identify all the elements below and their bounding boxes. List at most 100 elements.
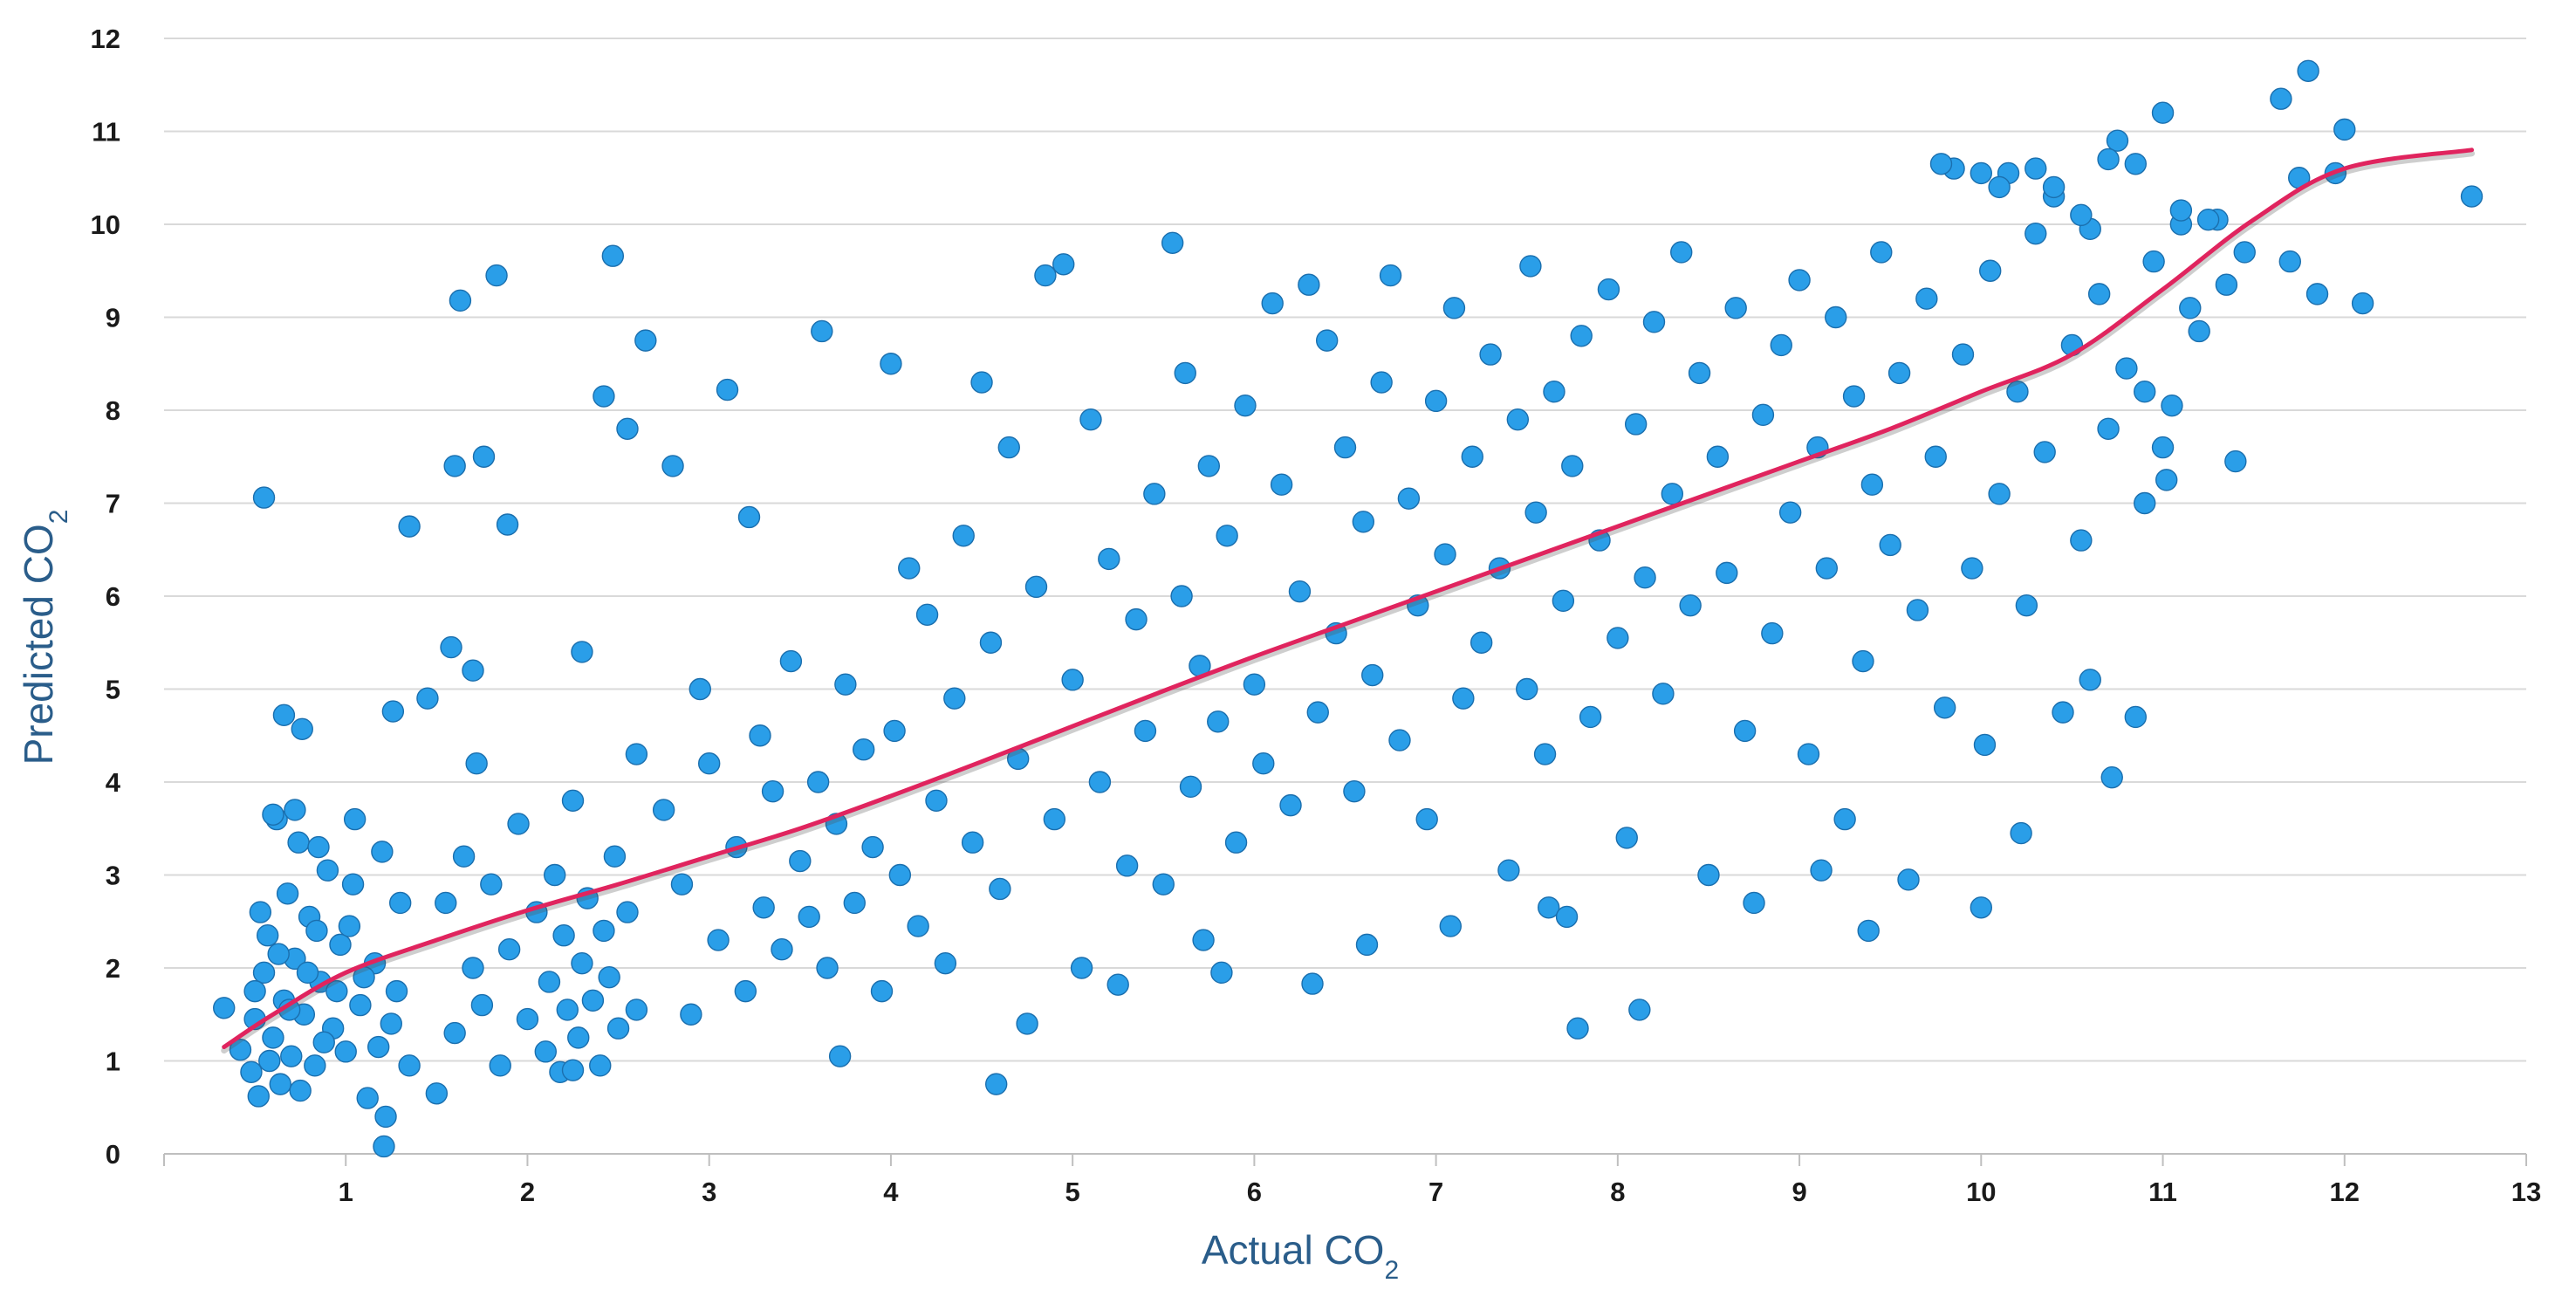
data-point xyxy=(1533,743,1557,765)
data-point xyxy=(1216,525,1238,547)
data-point xyxy=(834,673,857,696)
x-tick-label: 10 xyxy=(1966,1177,1996,1207)
data-point xyxy=(2188,319,2210,343)
data-point xyxy=(329,933,352,957)
data-point xyxy=(1924,445,1947,468)
data-point xyxy=(2106,129,2129,152)
data-point xyxy=(1070,957,1093,979)
data-point xyxy=(2224,449,2247,473)
data-point xyxy=(806,771,830,793)
grid-lines xyxy=(164,38,2526,1062)
data-point xyxy=(888,863,912,887)
data-point xyxy=(943,687,966,710)
data-point xyxy=(561,789,585,812)
data-point xyxy=(1661,483,1684,505)
data-point xyxy=(861,835,884,859)
data-point xyxy=(843,891,866,915)
data-point xyxy=(737,505,761,529)
data-point xyxy=(670,873,694,896)
data-point xyxy=(816,957,839,979)
data-point xyxy=(2142,250,2165,273)
x-tick-label: 13 xyxy=(2511,1177,2541,1207)
data-point xyxy=(440,635,462,659)
data-point xyxy=(2015,594,2038,617)
data-point xyxy=(2010,821,2032,845)
data-points xyxy=(213,59,2484,1158)
data-point xyxy=(534,1040,557,1063)
data-point xyxy=(852,738,875,761)
data-point xyxy=(443,455,466,477)
data-point xyxy=(1706,445,1730,468)
data-point xyxy=(970,371,993,394)
data-point xyxy=(272,703,296,727)
data-point xyxy=(2460,185,2484,208)
data-point xyxy=(435,891,457,915)
data-point xyxy=(516,1007,539,1031)
data-point xyxy=(538,971,561,993)
data-point xyxy=(252,961,276,985)
data-point xyxy=(1852,649,1874,673)
data-point xyxy=(1524,501,1547,524)
x-tick-label: 12 xyxy=(2330,1177,2360,1207)
trendline-shadow xyxy=(221,150,2476,1054)
data-point xyxy=(1815,557,1839,580)
data-point xyxy=(1424,389,1448,413)
data-point xyxy=(989,877,1011,901)
data-point xyxy=(1479,343,1502,366)
data-point xyxy=(243,979,266,1003)
x-tick-label: 3 xyxy=(702,1177,716,1207)
x-tick-label: 7 xyxy=(1428,1177,1443,1207)
data-point xyxy=(1825,305,1847,329)
data-point xyxy=(2196,208,2220,231)
y-tick-label: 8 xyxy=(106,395,120,426)
data-point xyxy=(2100,765,2123,789)
data-point xyxy=(2270,87,2292,110)
data-point xyxy=(462,957,484,979)
data-point xyxy=(1134,719,1157,743)
data-point xyxy=(1288,580,1312,603)
data-point xyxy=(497,937,521,961)
data-point xyxy=(680,1003,702,1026)
data-point xyxy=(398,515,421,538)
x-tick-label: 8 xyxy=(1610,1177,1625,1207)
data-point xyxy=(249,901,272,923)
y-tick-label: 12 xyxy=(91,24,120,54)
data-point xyxy=(1370,371,1393,394)
x-tick-label: 4 xyxy=(883,1177,899,1207)
data-point xyxy=(652,799,675,821)
data-point xyxy=(1519,255,1542,278)
data-point xyxy=(1724,297,1747,319)
data-point xyxy=(1315,329,1339,352)
data-point xyxy=(1716,561,1738,585)
data-point xyxy=(341,873,365,896)
data-point xyxy=(2151,101,2175,124)
data-point xyxy=(1207,710,1230,733)
data-point xyxy=(1697,863,1720,887)
data-point xyxy=(1355,933,1379,957)
data-point xyxy=(2151,436,2175,459)
data-point xyxy=(1415,807,1438,831)
data-point xyxy=(1174,361,1196,385)
data-point xyxy=(1052,253,1075,276)
data-point xyxy=(307,835,330,859)
data-point xyxy=(425,1082,449,1105)
data-point xyxy=(2024,222,2047,245)
data-point xyxy=(252,486,276,509)
data-point xyxy=(2134,491,2156,515)
y-axis-title: Predicted CO2 xyxy=(16,510,73,765)
data-point xyxy=(2033,441,2056,463)
y-tick-label: 0 xyxy=(106,1139,120,1170)
data-point xyxy=(979,631,1003,654)
data-point xyxy=(389,891,412,915)
data-point xyxy=(2024,157,2047,180)
data-point xyxy=(1688,361,1711,385)
data-point xyxy=(581,989,605,1012)
data-point xyxy=(312,1031,335,1053)
data-point xyxy=(1252,752,1275,775)
data-point xyxy=(625,743,648,765)
data-point xyxy=(416,687,439,710)
data-point xyxy=(752,896,775,919)
y-tick-label: 11 xyxy=(92,117,120,148)
x-axis-title-subscript: 2 xyxy=(1384,1256,1399,1285)
